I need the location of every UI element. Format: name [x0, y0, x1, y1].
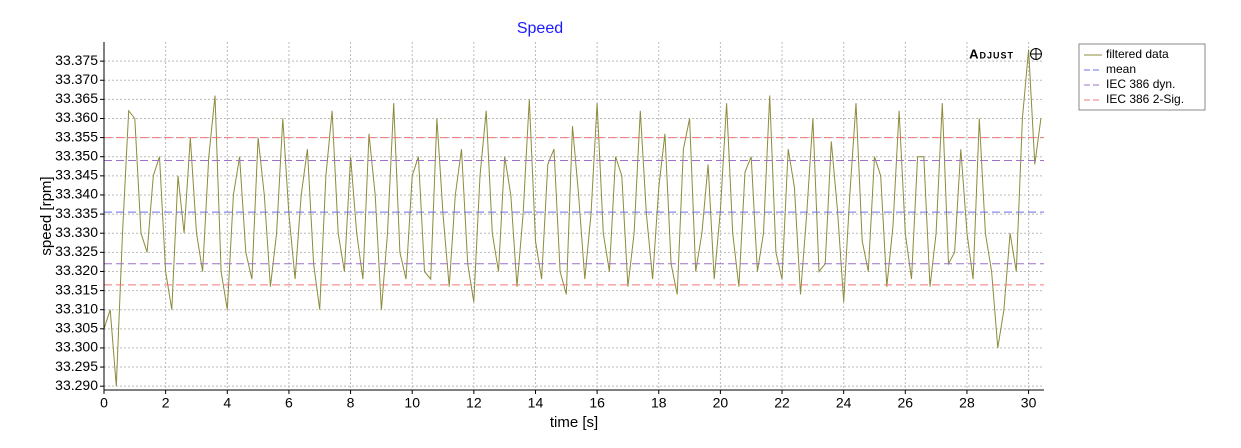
y-tick-label: 33.315: [55, 281, 98, 297]
y-axis-label: speed [rpm]: [38, 176, 55, 255]
y-tick-label: 33.360: [55, 109, 98, 125]
y-tick-label: 33.310: [55, 300, 98, 316]
x-tick-label: 18: [651, 395, 667, 411]
x-tick-label: 12: [466, 395, 482, 411]
y-tick-label: 33.320: [55, 262, 98, 278]
y-tick-label: 33.300: [55, 339, 98, 355]
y-tick-label: 33.345: [55, 167, 98, 183]
legend-label: IEC 386 2-Sig.: [1106, 92, 1184, 106]
adjust-button[interactable]: Adjust: [969, 46, 1042, 61]
x-tick-label: 0: [100, 395, 108, 411]
adjust-label[interactable]: Adjust: [969, 46, 1014, 61]
x-tick-label: 24: [836, 395, 852, 411]
y-tick-label: 33.330: [55, 224, 98, 240]
x-tick-label: 20: [713, 395, 729, 411]
chart-title: Speed: [517, 20, 563, 37]
legend-label: IEC 386 dyn.: [1106, 77, 1175, 91]
x-axis-label: time [s]: [550, 414, 598, 431]
x-tick-label: 14: [528, 395, 544, 411]
x-tick-label: 16: [589, 395, 605, 411]
y-tick-label: 33.305: [55, 320, 98, 336]
data-line: [103, 49, 1042, 387]
y-tick-label: 33.375: [55, 52, 98, 68]
x-tick-label: 28: [959, 395, 975, 411]
y-tick-label: 33.355: [55, 128, 98, 144]
x-tick-label: 30: [1021, 395, 1037, 411]
y-tick-label: 33.335: [55, 205, 98, 221]
x-tick-label: 2: [162, 395, 170, 411]
y-tick-label: 33.290: [55, 377, 98, 393]
x-tick-label: 8: [347, 395, 355, 411]
x-tick-label: 22: [774, 395, 790, 411]
y-tick-label: 33.365: [55, 90, 98, 106]
x-tick-label: 6: [285, 395, 293, 411]
y-tick-label: 33.340: [55, 186, 98, 202]
y-tick-label: 33.295: [55, 358, 98, 374]
y-tick-label: 33.325: [55, 243, 98, 259]
x-tick-label: 4: [223, 395, 231, 411]
legend-label: mean: [1106, 62, 1136, 76]
y-tick-label: 33.370: [55, 71, 98, 87]
y-tick-label: 33.350: [55, 147, 98, 163]
x-tick-label: 10: [404, 395, 420, 411]
legend-label: filtered data: [1106, 47, 1169, 61]
x-tick-label: 26: [898, 395, 914, 411]
